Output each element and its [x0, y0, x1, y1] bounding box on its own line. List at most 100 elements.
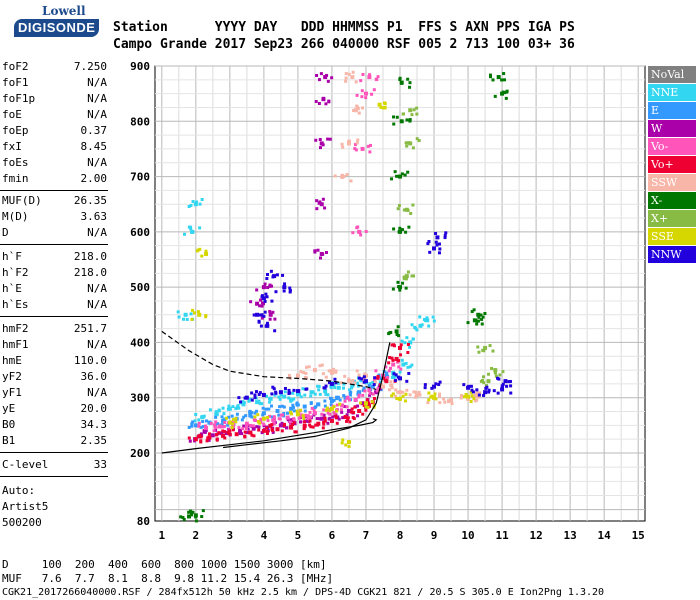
data-point	[410, 323, 414, 327]
data-point	[260, 313, 264, 317]
data-point	[324, 375, 328, 379]
data-point	[418, 323, 423, 328]
data-point	[214, 420, 218, 424]
data-point	[257, 392, 261, 396]
data-point	[263, 299, 267, 303]
data-point	[261, 296, 266, 301]
data-point	[278, 423, 283, 428]
data-point	[376, 387, 380, 391]
data-point	[245, 431, 249, 435]
data-point	[357, 393, 361, 397]
data-point	[341, 438, 345, 442]
data-point	[306, 414, 310, 418]
data-point	[261, 411, 266, 416]
data-point	[227, 420, 232, 425]
data-point	[408, 108, 413, 113]
data-point	[353, 143, 357, 147]
data-point	[343, 374, 347, 378]
data-point	[189, 312, 193, 316]
data-point	[372, 88, 376, 92]
data-point	[414, 326, 418, 330]
data-point	[334, 416, 338, 420]
data-point	[255, 301, 260, 306]
data-point	[356, 414, 360, 418]
legend-item-sse: SSE	[648, 228, 696, 245]
data-point	[275, 408, 280, 413]
data-point	[472, 308, 476, 312]
data-point	[427, 324, 431, 328]
param-row: hmE 110.0	[2, 354, 107, 370]
data-point	[398, 76, 402, 80]
data-point	[315, 199, 319, 203]
data-point	[244, 424, 248, 428]
x-tick-label: 7	[363, 529, 370, 542]
y-tick-label: 300	[130, 392, 150, 405]
param-name: yE	[2, 402, 16, 415]
data-point	[329, 370, 334, 375]
param-value: 8.45	[80, 140, 108, 153]
data-point	[432, 319, 436, 323]
data-point	[250, 415, 254, 419]
data-point	[292, 409, 296, 413]
data-point	[435, 235, 440, 240]
data-point	[324, 392, 328, 396]
data-point	[426, 242, 430, 246]
data-point	[268, 310, 272, 314]
param-row: foEp 0.37	[2, 124, 107, 140]
logo-name: DIGISONDE	[14, 19, 100, 37]
data-point	[390, 376, 394, 380]
data-point	[327, 99, 331, 103]
data-point	[251, 426, 256, 431]
data-point	[278, 397, 282, 401]
data-point	[434, 397, 438, 401]
data-point	[344, 443, 348, 447]
data-point	[483, 390, 488, 395]
data-point	[296, 403, 300, 407]
data-point	[396, 325, 400, 329]
data-point	[350, 407, 354, 411]
data-point	[326, 421, 330, 425]
data-point	[257, 399, 261, 403]
data-point	[251, 424, 255, 428]
data-point	[353, 108, 358, 113]
data-point	[338, 402, 342, 406]
data-point	[356, 107, 360, 111]
data-point	[257, 425, 261, 429]
data-point	[493, 371, 497, 375]
data-point	[388, 366, 392, 370]
param-row: fmin 2.00	[2, 172, 107, 188]
data-point	[183, 312, 188, 317]
data-point	[321, 197, 325, 201]
data-point	[215, 412, 219, 416]
x-tick-label: 3	[227, 529, 234, 542]
param-name: yF2	[2, 370, 22, 383]
param-value: N/A	[87, 226, 107, 239]
data-point	[334, 369, 338, 373]
data-point	[199, 425, 203, 429]
data-point	[491, 349, 495, 353]
param-value: 2.35	[80, 434, 108, 447]
data-point	[288, 420, 292, 424]
data-point	[242, 415, 246, 419]
data-point	[220, 415, 224, 419]
data-point	[412, 390, 416, 394]
data-point	[404, 230, 408, 234]
data-point	[390, 343, 394, 347]
data-point	[311, 390, 315, 394]
data-point	[363, 379, 368, 384]
data-point	[367, 75, 372, 80]
data-point	[317, 78, 321, 82]
header-labels: Station YYYY DAY DDD HHMMSS P1 FFS S AXN…	[113, 20, 575, 35]
data-point	[501, 90, 505, 94]
data-point	[302, 420, 306, 424]
data-point	[401, 390, 405, 394]
data-point	[198, 433, 202, 437]
data-point	[357, 395, 361, 399]
data-point	[383, 378, 387, 382]
param-value: 36.0	[80, 370, 108, 383]
param-value: 33	[93, 458, 107, 471]
data-point	[277, 395, 281, 399]
data-point	[227, 415, 231, 419]
data-point	[291, 403, 295, 407]
data-point	[415, 392, 420, 397]
